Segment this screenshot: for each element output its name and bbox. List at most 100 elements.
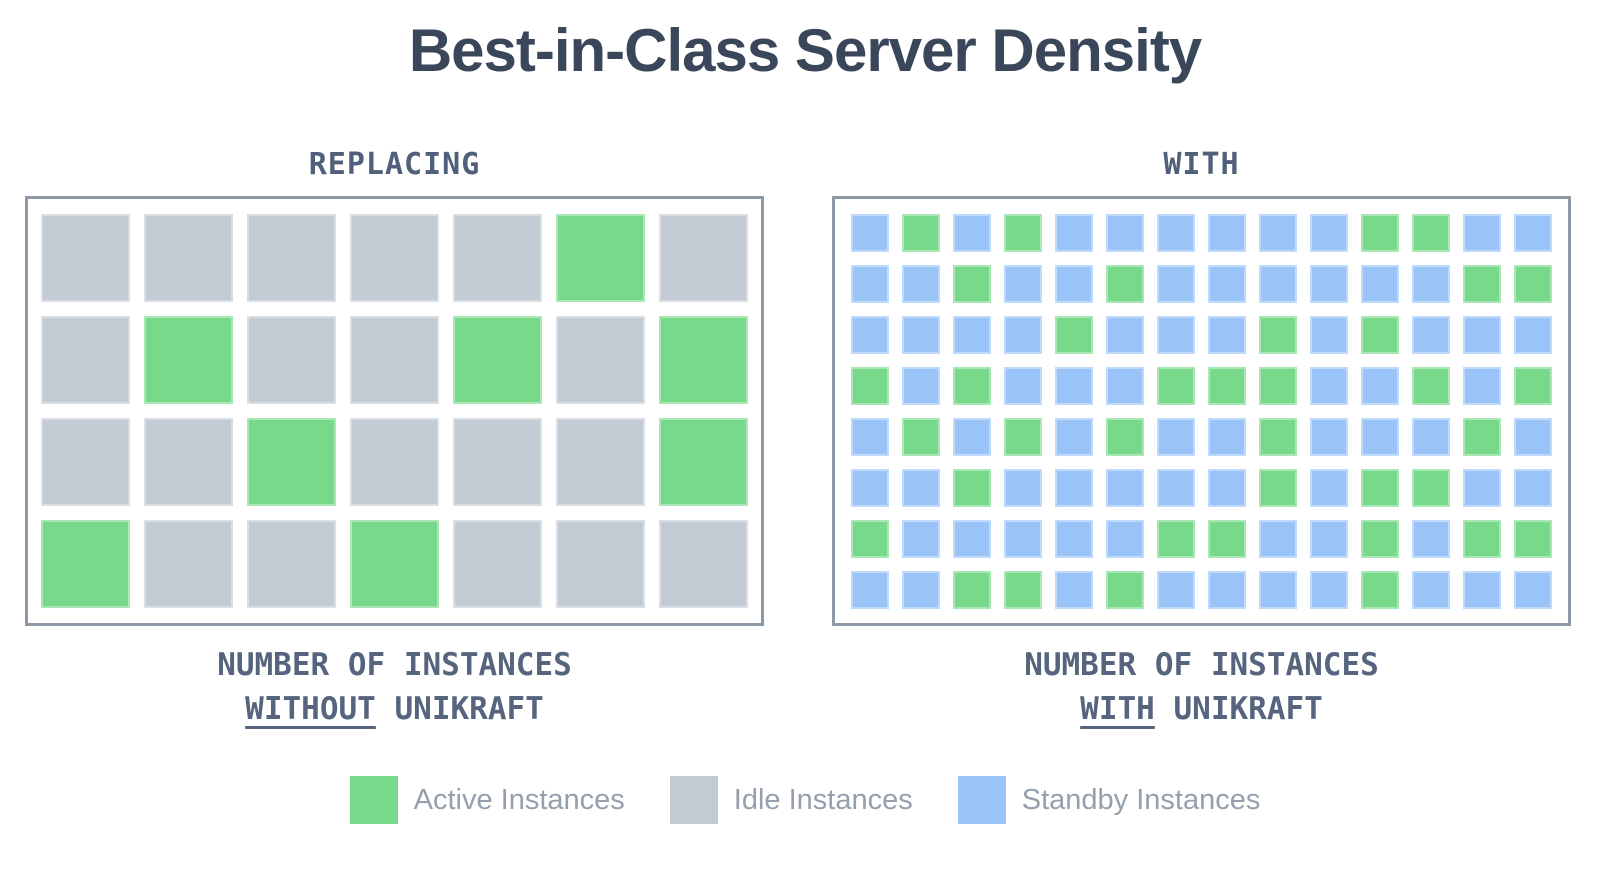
idle-instance-cell — [247, 316, 336, 404]
standby-instance-cell — [1208, 570, 1246, 609]
active-instance-cell — [851, 366, 889, 405]
standby-instance-cell — [1004, 264, 1042, 303]
standby-instance-cell — [1106, 519, 1144, 558]
active-instance-cell — [1412, 468, 1450, 507]
standby-instance-cell — [1463, 570, 1501, 609]
idle-instance-cell — [556, 316, 645, 404]
active-instance-cell — [1514, 366, 1552, 405]
active-instance-cell — [1157, 366, 1195, 405]
active-instance-cell — [902, 213, 940, 252]
panel-with-unikraft: WITH NUMBER OF INSTANCES WITH UNIKRAFT — [832, 147, 1571, 731]
comparison-panels: REPLACING NUMBER OF INSTANCES WITHOUT UN… — [25, 147, 1610, 731]
active-instance-cell — [659, 418, 748, 506]
active-instance-cell — [1361, 519, 1399, 558]
caption-emphasis-with: WITH — [1080, 691, 1155, 727]
active-instance-cell — [1004, 213, 1042, 252]
standby-instance-cell — [851, 315, 889, 354]
standby-instance-cell — [1106, 213, 1144, 252]
standby-instance-cell — [1055, 519, 1093, 558]
caption-rest: UNIKRAFT — [394, 691, 544, 727]
active-instance-cell — [1004, 417, 1042, 456]
active-instance-cell — [851, 519, 889, 558]
idle-instance-cell — [453, 214, 542, 302]
standby-instance-cell — [1208, 417, 1246, 456]
standby-instance-cell — [1412, 570, 1450, 609]
standby-instance-cell — [953, 315, 991, 354]
standby-instance-cell — [1055, 417, 1093, 456]
standby-instance-cell — [851, 468, 889, 507]
standby-instance-cell — [1157, 417, 1195, 456]
active-instance-cell — [1514, 519, 1552, 558]
standby-instance-cell — [851, 264, 889, 303]
standby-instance-cell — [1310, 570, 1348, 609]
idle-instance-cell — [350, 214, 439, 302]
standby-instance-cell — [1361, 264, 1399, 303]
active-instance-cell — [41, 520, 130, 608]
standby-instance-cell — [1208, 468, 1246, 507]
active-instances-swatch — [349, 776, 398, 824]
instance-grid-with-unikraft — [851, 213, 1552, 609]
active-instance-cell — [1106, 570, 1144, 609]
active-instance-cell — [1463, 264, 1501, 303]
standby-instance-cell — [1259, 213, 1297, 252]
active-instance-cell — [953, 468, 991, 507]
caption-with-unikraft: NUMBER OF INSTANCES WITH UNIKRAFT — [832, 643, 1571, 731]
standby-instance-cell — [953, 519, 991, 558]
standby-instance-cell — [1208, 315, 1246, 354]
standby-instance-cell — [902, 468, 940, 507]
legend-item-active: Active Instances — [349, 776, 625, 824]
active-instance-cell — [1157, 519, 1195, 558]
standby-instance-cell — [1004, 468, 1042, 507]
page-title: Best-in-Class Server Density — [408, 17, 1202, 84]
active-instance-cell — [1004, 570, 1042, 609]
active-instance-cell — [1412, 213, 1450, 252]
standby-instance-cell — [902, 264, 940, 303]
active-instance-cell — [1106, 264, 1144, 303]
instance-grid-without-unikraft — [41, 214, 748, 608]
idle-instance-cell — [144, 214, 233, 302]
idle-instance-cell — [350, 316, 439, 404]
active-instance-cell — [1463, 519, 1501, 558]
caption-emphasis-without: WITHOUT — [245, 691, 376, 727]
standby-instance-cell — [1055, 570, 1093, 609]
standby-instance-cell — [1463, 315, 1501, 354]
active-instance-cell — [953, 366, 991, 405]
standby-instance-cell — [1310, 315, 1348, 354]
standby-instance-cell — [1310, 519, 1348, 558]
standby-instance-cell — [1106, 366, 1144, 405]
standby-instance-cell — [1310, 468, 1348, 507]
standby-instance-cell — [1004, 315, 1042, 354]
standby-instance-cell — [1463, 213, 1501, 252]
idle-instance-cell — [144, 418, 233, 506]
active-instance-cell — [1106, 417, 1144, 456]
idle-instance-cell — [144, 520, 233, 608]
idle-instance-cell — [556, 520, 645, 608]
active-instance-cell — [659, 316, 748, 404]
active-instance-cell — [144, 316, 233, 404]
standby-instance-cell — [1208, 264, 1246, 303]
legend-label-idle: Idle Instances — [733, 783, 913, 816]
standby-instance-cell — [1463, 366, 1501, 405]
idle-instance-cell — [659, 214, 748, 302]
standby-instance-cell — [1055, 213, 1093, 252]
caption-without-unikraft: NUMBER OF INSTANCES WITHOUT UNIKRAFT — [25, 643, 764, 731]
standby-instance-cell — [1361, 366, 1399, 405]
active-instance-cell — [1259, 468, 1297, 507]
standby-instance-cell — [1514, 417, 1552, 456]
active-instance-cell — [1412, 366, 1450, 405]
standby-instance-cell — [851, 570, 889, 609]
panel-header-with: WITH — [1163, 147, 1240, 182]
standby-instance-cell — [902, 315, 940, 354]
active-instance-cell — [1259, 315, 1297, 354]
standby-instance-cell — [851, 213, 889, 252]
standby-instance-cell — [851, 417, 889, 456]
standby-instance-cell — [1412, 417, 1450, 456]
grid-box-without-unikraft — [25, 196, 764, 626]
standby-instance-cell — [1208, 213, 1246, 252]
panel-without-unikraft: REPLACING NUMBER OF INSTANCES WITHOUT UN… — [25, 147, 764, 731]
standby-instance-cell — [1004, 366, 1042, 405]
active-instance-cell — [247, 418, 336, 506]
standby-instance-cell — [1157, 315, 1195, 354]
legend-label-active: Active Instances — [413, 783, 625, 816]
